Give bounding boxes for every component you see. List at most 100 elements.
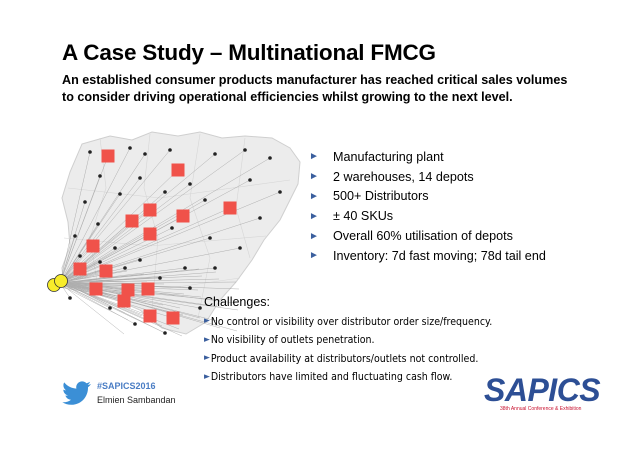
distribution-network-map: [47, 131, 301, 337]
distributor-dot: [123, 266, 127, 270]
depot-marker: [143, 203, 157, 217]
distributor-dot: [213, 152, 217, 156]
distributor-dot: [188, 286, 192, 290]
bullet-arrow-icon: ►: [204, 316, 210, 327]
distributor-dot: [83, 200, 87, 204]
challenge-text: No visibility of outlets penetration.: [210, 333, 375, 347]
route-line: [59, 247, 116, 284]
distributor-dot: [268, 156, 272, 160]
depot-marker: [176, 209, 190, 223]
depot-marker: [99, 264, 113, 278]
fact-text: ± 40 SKUs: [333, 209, 394, 224]
distributor-points: [68, 146, 282, 335]
depot-marker: [171, 163, 185, 177]
depot-marker: [86, 239, 100, 253]
distributor-dot: [98, 260, 102, 264]
challenge-item: ► No visibility of outlets penetration.: [204, 331, 492, 350]
depot-marker: [143, 309, 157, 323]
route-line: [59, 223, 99, 284]
distributor-dot: [88, 150, 92, 154]
distributor-dot: [198, 306, 202, 310]
distributor-dot: [98, 174, 102, 178]
bullet-arrow-icon: ►: [309, 230, 319, 242]
route-line: [59, 282, 166, 334]
route-line: [59, 271, 217, 285]
distributor-dot: [118, 192, 122, 196]
presenter-name: Elmien Sambandan: [97, 395, 176, 405]
fact-item: ► Overall 60% utilisation of depots: [309, 226, 546, 246]
distributor-dot: [183, 266, 187, 270]
depot-marker: [121, 283, 135, 297]
sapics-logo: SAPICS 38th Annual Conference & Exhibiti…: [484, 372, 604, 416]
route-line: [59, 151, 91, 284]
logo-wordmark: SAPICS: [484, 372, 601, 408]
distributor-dot: [133, 322, 137, 326]
distributor-dot: [168, 148, 172, 152]
depot-marker: [141, 282, 155, 296]
route-line: [59, 207, 231, 284]
route-line: [59, 281, 218, 322]
route-line: [59, 270, 128, 283]
challenge-item: ► Distributors have limited and fluctuati…: [204, 368, 492, 387]
distributor-dot: [138, 258, 142, 262]
route-line: [59, 282, 125, 335]
route-line: [59, 153, 146, 284]
fact-item: ► 500+ Distributors: [309, 187, 546, 207]
distributor-dot: [248, 178, 252, 182]
depot-markers: [73, 149, 237, 325]
manufacturing-plant-markers: [47, 274, 68, 292]
fact-text: 2 warehouses, 14 depots: [333, 169, 474, 184]
challenges-heading: Challenges:: [204, 295, 271, 309]
route-line: [59, 191, 281, 284]
distributor-dot: [243, 148, 247, 152]
bullet-arrow-icon: ►: [309, 210, 319, 222]
distributor-dot: [170, 226, 174, 230]
depot-marker: [143, 227, 157, 241]
logo-tagline: 38th Annual Conference & Exhibition: [500, 406, 582, 412]
depot-marker: [125, 214, 139, 228]
route-line: [59, 267, 126, 284]
route-line: [59, 284, 129, 321]
bullet-arrow-icon: ►: [309, 151, 319, 163]
event-hashtag: #SAPICS2016: [97, 381, 156, 391]
distributor-dot: [113, 246, 117, 250]
distributor-dot: [163, 190, 167, 194]
distributor-dot: [78, 254, 82, 258]
fact-item: ► Manufacturing plant: [309, 147, 546, 167]
twitter-bird-icon: [62, 381, 91, 405]
route-line: [59, 268, 200, 284]
depot-marker: [166, 311, 180, 325]
distributor-dot: [278, 190, 282, 194]
challenge-text: No control or visibility over distributo…: [210, 314, 493, 328]
route-line: [59, 193, 121, 284]
plant-marker: [54, 274, 68, 288]
distributor-dot: [143, 152, 147, 156]
distributor-dot: [73, 234, 77, 238]
route-line: [59, 177, 141, 284]
bullet-arrow-icon: ►: [309, 190, 319, 202]
slide-subtitle: An established consumer products manufac…: [62, 73, 568, 104]
distributor-dot: [163, 331, 167, 335]
fact-item: ► 2 warehouses, 14 depots: [309, 167, 546, 187]
depot-marker: [223, 201, 237, 215]
challenge-item: ► Product availability at distributors/ou…: [204, 349, 492, 368]
distributor-dot: [68, 296, 72, 300]
distributor-dot: [108, 306, 112, 310]
distributor-dot: [158, 276, 162, 280]
bullet-arrow-icon: ►: [204, 334, 210, 345]
depot-marker: [73, 262, 87, 276]
distributor-dot: [96, 222, 100, 226]
bullet-arrow-icon: ►: [309, 250, 319, 262]
distributor-dot: [258, 216, 262, 220]
challenge-text: Product availability at distributors/out…: [210, 351, 479, 365]
fact-text: 500+ Distributors: [333, 189, 429, 204]
depot-marker: [117, 294, 131, 308]
route-line: [59, 157, 271, 284]
fact-text: Inventory: 7d fast moving; 78d tail end: [333, 248, 546, 263]
depot-marker: [101, 149, 115, 163]
fact-text: Overall 60% utilisation of depots: [333, 229, 513, 244]
challenge-item: ► No control or visibility over distribut…: [204, 312, 492, 331]
bullet-arrow-icon: ►: [204, 353, 210, 364]
slide-title: A Case Study – Multinational FMCG: [62, 40, 436, 65]
challenge-text: Distributors have limited and fluctuatin…: [210, 370, 453, 384]
